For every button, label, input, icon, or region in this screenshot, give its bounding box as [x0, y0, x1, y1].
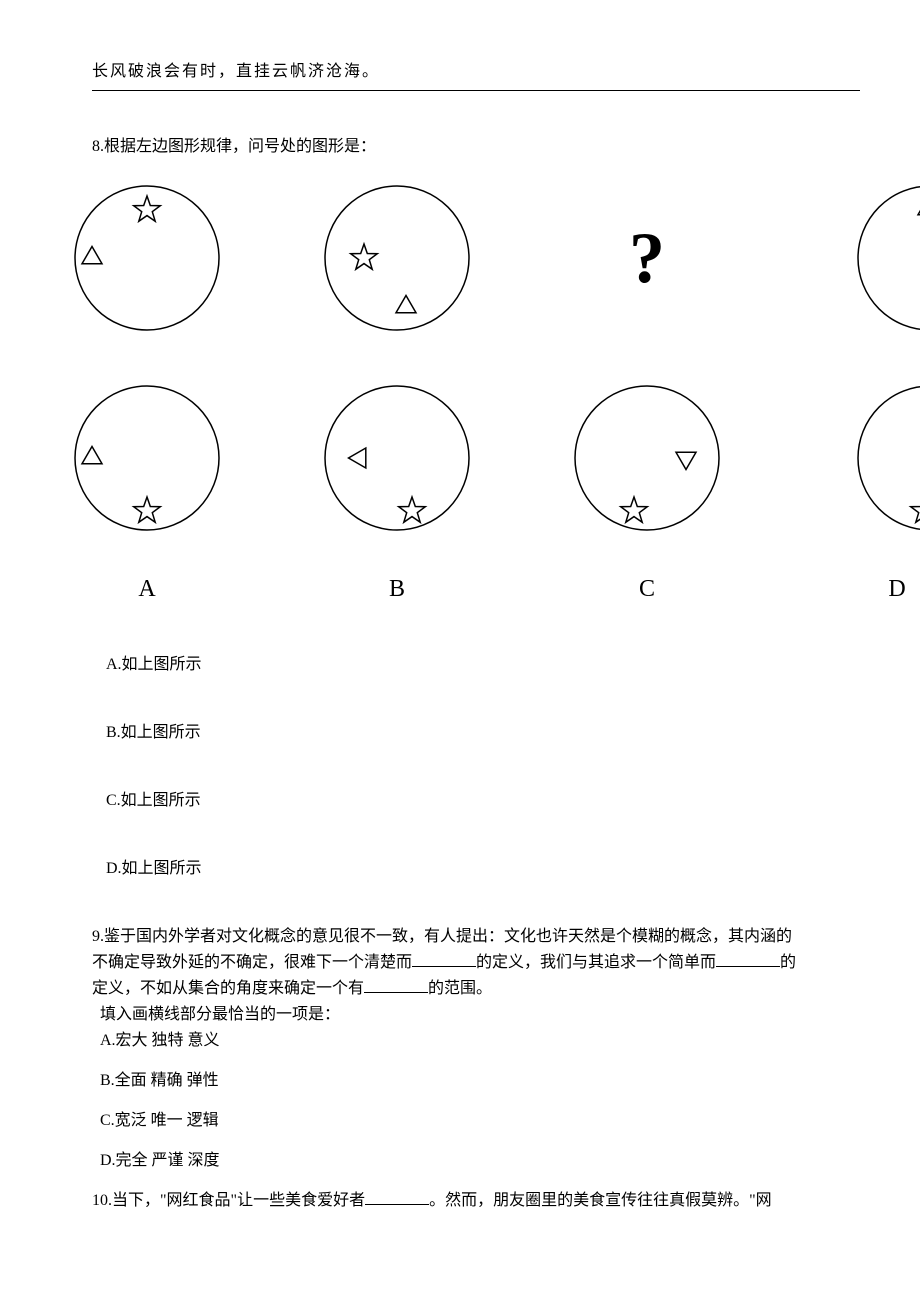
q8-option-b: B.如上图所示	[106, 721, 860, 745]
q9-blank-3	[364, 977, 428, 993]
star-icon	[134, 497, 161, 522]
figure-cell	[812, 173, 920, 343]
q8-option-c: C.如上图所示	[106, 789, 860, 813]
q9-prompt-text: 填入画横线部分最恰当的一项是：	[100, 1006, 340, 1023]
q10-blank	[365, 1189, 429, 1205]
star-icon	[911, 497, 920, 522]
star-icon	[399, 497, 426, 522]
q9-line2c: 的	[780, 954, 796, 971]
q10-pre: 10.当下，"网红食品"让一些美食爱好者	[92, 1192, 365, 1209]
figure-cell: A	[62, 373, 232, 607]
header-rule	[92, 90, 860, 91]
q9-line3: 定义，不如从集合的角度来确定一个有 的范围。	[92, 977, 860, 1001]
q8-option-a: A.如上图所示	[106, 653, 860, 677]
triangle-icon	[396, 296, 416, 313]
q9-line3a: 定义，不如从集合的角度来确定一个有	[92, 980, 364, 997]
circle-figure	[62, 173, 232, 343]
q9-prompt: 填入画横线部分最恰当的一项是：	[100, 1003, 860, 1027]
q9-option-b: B.全面 精确 弹性	[100, 1069, 860, 1093]
q9-line3b: 的范围。	[428, 980, 492, 997]
q9-line2b: 的定义，我们与其追求一个简单而	[476, 954, 716, 971]
q9: 9.鉴于国内外学者对文化概念的意见很不一致，有人提出：文化也许天然是个模糊的概念…	[92, 925, 860, 1173]
q9-option-a: A.宏大 独特 意义	[100, 1029, 860, 1053]
question-mark: ?	[562, 173, 732, 343]
star-icon	[351, 244, 378, 269]
figure-cell: ?	[562, 173, 732, 343]
q9-line1a: 9.鉴于国内外学者对文化概念的意见很不一致，有人提出：文化也许天然是个模糊的概念…	[92, 928, 792, 945]
triangle-icon	[349, 448, 366, 468]
q9-option-d: D.完全 严谨 深度	[100, 1149, 860, 1173]
q8-body: 根据左边图形规律，问号处的图形是：	[104, 138, 376, 155]
q8-options: A.如上图所示 B.如上图所示 C.如上图所示 D.如上图所示	[106, 653, 860, 881]
figure-cell	[62, 173, 232, 343]
figure-cell: D	[812, 373, 920, 607]
q9-line2a: 不确定导致外延的不确定，很难下一个清楚而	[92, 954, 412, 971]
figure-cell: B	[312, 373, 482, 607]
triangle-icon	[82, 447, 102, 464]
figure-label: D	[888, 571, 905, 607]
triangle-icon	[82, 247, 102, 264]
q9-line1: 9.鉴于国内外学者对文化概念的意见很不一致，有人提出：文化也许天然是个模糊的概念…	[92, 925, 860, 949]
q8-figure-row-1: ?	[62, 173, 860, 343]
figure-label: C	[639, 571, 655, 607]
circle-figure	[562, 373, 732, 543]
circle-figure	[312, 173, 482, 343]
figure-cell: C	[562, 373, 732, 607]
triangle-icon	[676, 452, 696, 469]
header-quote: 长风破浪会有时，直挂云帆济沧海。	[92, 60, 860, 84]
figure-label: B	[389, 571, 405, 607]
q9-options: A.宏大 独特 意义 B.全面 精确 弹性 C.宽泛 唯一 逻辑 D.完全 严谨…	[100, 1029, 860, 1173]
q8-number: 8.	[92, 138, 104, 155]
q9-option-c: C.宽泛 唯一 逻辑	[100, 1109, 860, 1133]
q8-figure-row-2: ABCD	[62, 373, 860, 607]
star-icon	[134, 196, 161, 221]
q8-text: 8.根据左边图形规律，问号处的图形是：	[92, 135, 860, 159]
circle-figure	[812, 173, 920, 343]
circle-figure	[312, 373, 482, 543]
q10-post: 。然而，朋友圈里的美食宣传往往真假莫辨。"网	[429, 1192, 772, 1209]
figure-cell	[312, 173, 482, 343]
figure-label: A	[138, 571, 155, 607]
q9-blank-2	[716, 951, 780, 967]
circle-figure	[62, 373, 232, 543]
q9-line2: 不确定导致外延的不确定，很难下一个清楚而 的定义，我们与其追求一个简单而 的	[92, 951, 860, 975]
q8-option-d: D.如上图所示	[106, 857, 860, 881]
star-icon	[621, 497, 648, 522]
circle-figure	[812, 373, 920, 543]
q9-blank-1	[412, 951, 476, 967]
q10: 10.当下，"网红食品"让一些美食爱好者 。然而，朋友圈里的美食宣传往往真假莫辨。…	[92, 1189, 860, 1213]
